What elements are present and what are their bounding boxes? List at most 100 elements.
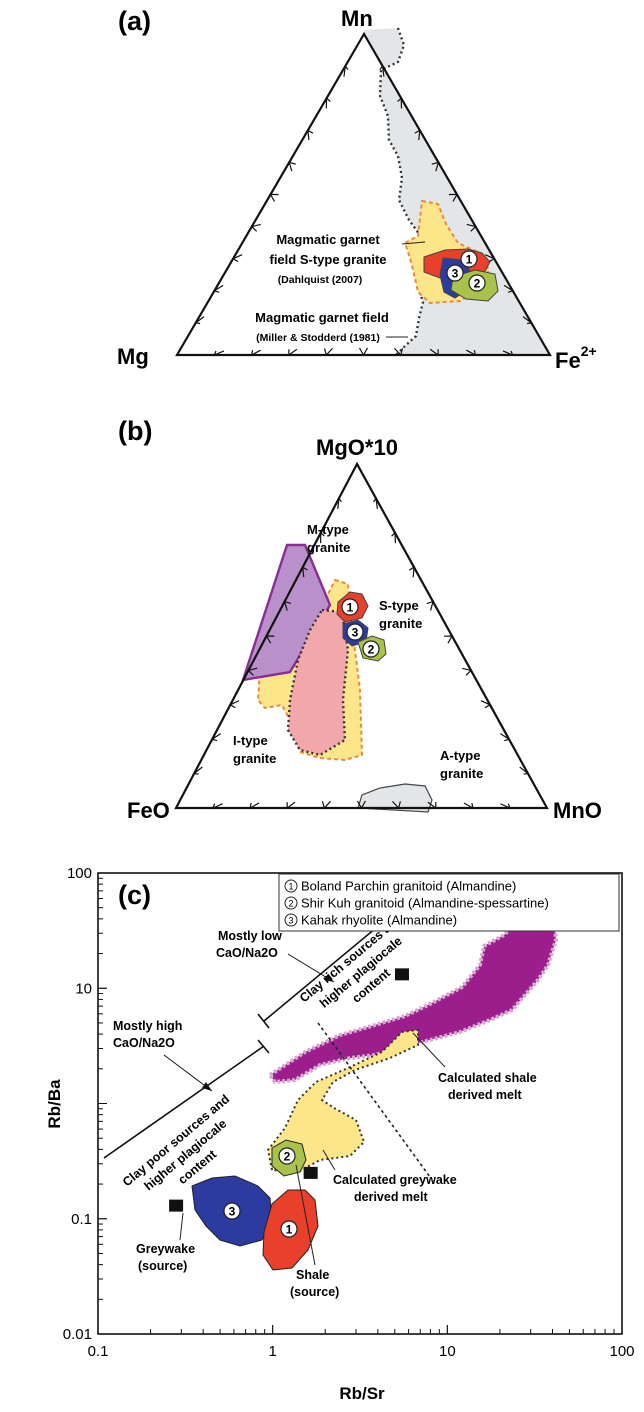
ternary-tick <box>265 635 275 644</box>
ternary-tick <box>394 347 404 357</box>
s-field-reference: (Dahlquist (2007) <box>278 274 363 286</box>
low-cao-label-2: CaO/Na2O <box>216 946 278 960</box>
panel-c-label: (c) <box>118 880 151 910</box>
ternary-tick <box>500 733 511 742</box>
i-type-label-1: I-type <box>233 733 268 748</box>
y-tick-label: 10 <box>75 980 92 997</box>
x-tick-label: 0.1 <box>88 1343 109 1360</box>
svg-text:2: 2 <box>474 277 481 291</box>
apex-right-a-base: Fe <box>555 348 581 373</box>
ternary-tick <box>323 347 333 357</box>
leader-shale-melt <box>412 1032 446 1068</box>
ternary-tick <box>301 566 308 578</box>
ternary-tick <box>429 348 439 357</box>
y-tick-label: 100 <box>67 865 92 882</box>
ternary-tick <box>210 733 222 742</box>
greywake-source-label-2: (source) <box>138 1259 187 1273</box>
shale-source-label-1: Shale <box>296 1268 329 1282</box>
legend-item-3: 3 Kahak rhyolite (Almandine) <box>284 913 457 928</box>
ternary-tick <box>466 223 477 232</box>
apex-right-a-sup: 2+ <box>581 343 597 359</box>
ternary-tick <box>337 496 342 509</box>
ternary-tick <box>358 347 369 357</box>
s-field-leader <box>401 241 426 245</box>
ternary-tick <box>426 600 434 611</box>
leader-shale-source <box>295 1164 316 1266</box>
marker-2-b: 2 <box>362 640 380 658</box>
ternary-tick <box>213 350 225 357</box>
m-field-label: Magmatic garnet field <box>255 310 389 325</box>
ternary-tick <box>212 284 224 293</box>
y-tick-label: 0.1 <box>71 1211 92 1228</box>
ternary-tick <box>444 635 454 644</box>
panel-a: (a) 1 3 2 Mn Mg Fe2+ Magmatic gar <box>117 6 597 373</box>
m-field-reference: (Miller & Stodderd (1981) <box>256 332 380 344</box>
ternary-tick <box>231 254 243 263</box>
svg-text:Shir Kuh granitoid (Almandine-: Shir Kuh granitoid (Almandine-spessartin… <box>301 896 549 911</box>
ternary-tick <box>192 766 203 775</box>
ternary-tick <box>391 531 397 544</box>
ternary-tick <box>522 316 533 325</box>
plot-area-c <box>191 900 559 1271</box>
ternary-tick <box>356 800 366 810</box>
leader-greywake-melt <box>322 1149 336 1171</box>
ternary-tick <box>519 766 530 775</box>
arrow-high <box>163 1054 213 1092</box>
ternary-tick <box>503 284 515 293</box>
marker-2-c: 2 <box>278 1147 296 1165</box>
ternary-tick <box>288 161 296 172</box>
marker-2-a: 2 <box>468 274 486 292</box>
ternary-tick <box>462 667 473 676</box>
ternary-tick <box>502 350 514 357</box>
x-tick-label: 1 <box>268 1343 276 1360</box>
b-a-type-field <box>357 783 433 813</box>
greywake-source-label-1: Greywake <box>136 1242 195 1256</box>
ternary-tick <box>431 161 440 172</box>
legend: 1 Boland Parchin granitoid (Almandine) 2… <box>278 873 620 932</box>
ternary-ticks-a <box>194 64 533 357</box>
svg-text:2: 2 <box>368 643 375 657</box>
greywake-melt-label-2: derived melt <box>354 1190 428 1204</box>
trend-poor <box>103 1039 270 1159</box>
apex-top-b: MgO*10 <box>316 435 398 460</box>
legend-item-1: 1 Boland Parchin granitoid (Almandine) <box>284 879 516 894</box>
m-type-label-2: granite <box>307 540 350 555</box>
apex-left-b: FeO <box>127 798 170 823</box>
svg-text:1: 1 <box>466 253 473 267</box>
apex-left-a: Mg <box>117 344 149 369</box>
trend-rich <box>257 922 383 1029</box>
ternary-tick <box>250 223 261 232</box>
ternary-tick <box>321 800 331 810</box>
svg-text:2: 2 <box>288 899 293 909</box>
c-melt-field <box>266 1028 419 1174</box>
svg-text:2: 2 <box>284 1150 291 1164</box>
svg-text:1: 1 <box>286 1223 293 1237</box>
ternary-tick <box>325 96 331 109</box>
marker-3-b: 3 <box>346 623 364 641</box>
ternary-tick <box>480 700 492 709</box>
legend-item-2: 2 Shir Kuh granitoid (Almandine-spessart… <box>284 896 549 911</box>
ternary-tick <box>288 348 298 357</box>
y-tick-label: 0.01 <box>63 1326 92 1343</box>
leader-greywake-source <box>179 1212 184 1241</box>
ternary-tick <box>391 800 401 810</box>
marker-1-c: 1 <box>280 1220 298 1238</box>
panel-b: (b) 1 3 2 MgO*10 FeO MnO M-type <box>118 416 602 823</box>
m-type-label-1: M-type <box>307 522 349 537</box>
panel-a-label: (a) <box>118 6 151 36</box>
ternary-tick <box>379 64 385 77</box>
a-type-label-1: A-type <box>440 748 480 763</box>
svg-text:3: 3 <box>352 626 359 640</box>
svg-text:1: 1 <box>347 601 354 615</box>
svg-text:1: 1 <box>288 882 293 892</box>
svg-text:3: 3 <box>288 916 293 926</box>
magmatic-garnet-field-boundary <box>378 27 427 357</box>
s-field-label-1: Magmatic garnet <box>276 232 380 247</box>
ternary-tick <box>249 802 260 810</box>
ternary-tick <box>373 496 378 509</box>
c-magenta-field <box>267 900 559 1085</box>
marker-1-a: 1 <box>460 250 478 268</box>
axis-ticks-c <box>97 872 623 1335</box>
svg-text:Boland Parchin granitoid (Alma: Boland Parchin granitoid (Almandine) <box>301 879 516 894</box>
marker-1-b: 1 <box>341 598 359 616</box>
